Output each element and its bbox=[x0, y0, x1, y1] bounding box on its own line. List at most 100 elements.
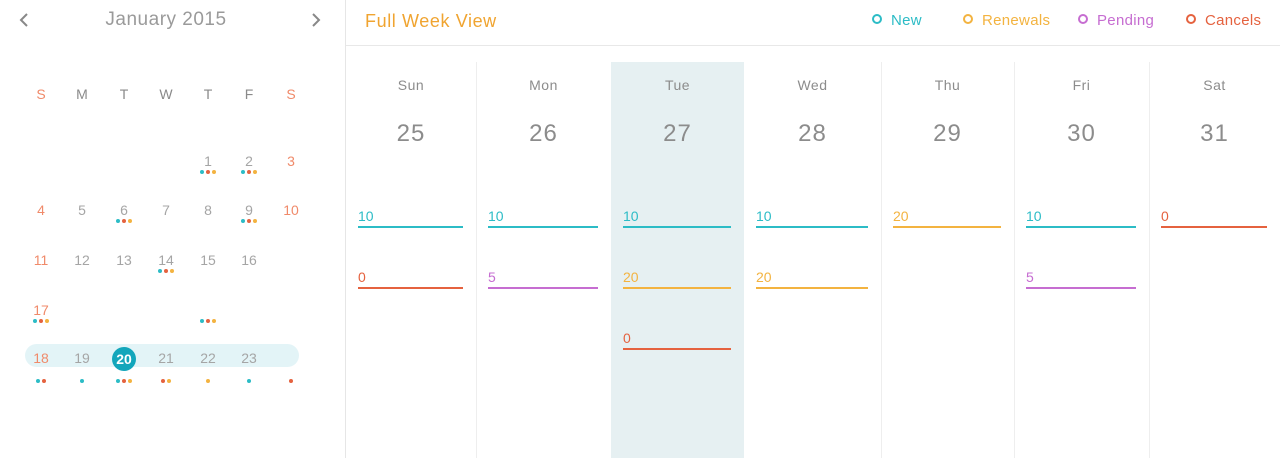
calendar-day[interactable]: 8 bbox=[191, 200, 225, 240]
day-number: 10 bbox=[283, 202, 299, 218]
day-number: 23 bbox=[241, 350, 257, 366]
renewals-entry[interactable]: 20 bbox=[623, 269, 731, 289]
event-dots bbox=[24, 319, 58, 325]
calendar-day[interactable]: 7 bbox=[149, 200, 183, 240]
renewals-entry[interactable]: 20 bbox=[756, 269, 868, 289]
new-entry[interactable]: 10 bbox=[756, 208, 868, 228]
new-dot bbox=[247, 379, 251, 383]
calendar-day[interactable] bbox=[191, 300, 225, 340]
renewals-dot bbox=[212, 319, 216, 323]
selected-day[interactable]: 20 bbox=[107, 347, 141, 388]
day-number: 14 bbox=[158, 252, 174, 268]
day-number: 28 bbox=[798, 120, 827, 147]
month-title: January 2015 bbox=[105, 9, 227, 30]
today-column[interactable]: Tue 27 10 20 0 bbox=[611, 62, 744, 458]
pending-entry[interactable]: 5 bbox=[488, 269, 598, 289]
view-title: Full Week View bbox=[365, 11, 497, 31]
event-dots bbox=[107, 379, 141, 385]
renewals-dot bbox=[212, 170, 216, 174]
cancels-entry[interactable]: 0 bbox=[623, 330, 731, 350]
calendar-day[interactable]: 1 bbox=[191, 151, 225, 191]
column-divider bbox=[1149, 62, 1150, 458]
legend-label: Cancels bbox=[1205, 12, 1262, 29]
calendar-day[interactable]: 2 bbox=[232, 151, 266, 191]
calendar-day[interactable]: 11 bbox=[24, 250, 58, 290]
week-grid: Sun 25 10 0 Mon 26 10 5 Tue 27 10 20 0 Wed 28 10 20 Thu 29… bbox=[346, 62, 1280, 458]
chevron-right-icon[interactable] bbox=[305, 10, 325, 30]
day-column[interactable]: Fri 30 10 5 bbox=[1014, 62, 1149, 458]
new-entry[interactable]: 10 bbox=[358, 208, 463, 228]
new-dot bbox=[80, 379, 84, 383]
circle-icon bbox=[1078, 14, 1088, 24]
day-column[interactable]: Sun 25 10 0 bbox=[346, 62, 476, 458]
cancels-entry[interactable]: 0 bbox=[358, 269, 463, 289]
calendar-day[interactable]: 16 bbox=[232, 250, 266, 290]
day-column[interactable]: Sat 31 0 bbox=[1149, 62, 1280, 458]
new-entry[interactable]: 10 bbox=[623, 208, 731, 228]
calendar-day[interactable] bbox=[274, 348, 308, 388]
calendar-day[interactable]: 13 bbox=[107, 250, 141, 290]
renewals-dot bbox=[206, 379, 210, 383]
cancels-dot bbox=[164, 269, 168, 273]
weekday-label: W bbox=[159, 86, 173, 102]
calendar-day[interactable]: 6 bbox=[107, 200, 141, 240]
legend-pending[interactable]: Pending bbox=[1078, 12, 1154, 29]
new-entry[interactable]: 10 bbox=[1026, 208, 1136, 228]
calendar-day[interactable]: 14 bbox=[149, 250, 183, 290]
new-entry[interactable]: 10 bbox=[488, 208, 598, 228]
day-number: 5 bbox=[78, 202, 86, 218]
day-number: 27 bbox=[663, 120, 692, 147]
calendar-day[interactable]: 10 bbox=[274, 200, 308, 240]
day-number: 2 bbox=[245, 153, 253, 169]
calendar-day[interactable]: 19 bbox=[65, 348, 99, 388]
event-dots bbox=[274, 379, 308, 385]
calendar-day[interactable]: 17 bbox=[24, 300, 58, 340]
circle-icon bbox=[1186, 14, 1196, 24]
day-number: 18 bbox=[33, 350, 49, 366]
calendar-day[interactable]: 18 bbox=[24, 348, 58, 388]
calendar-day[interactable]: 4 bbox=[24, 200, 58, 240]
new-dot bbox=[36, 379, 40, 383]
day-number: 20 bbox=[112, 347, 136, 371]
cancels-dot bbox=[161, 379, 165, 383]
pending-entry[interactable]: 5 bbox=[1026, 269, 1136, 289]
calendar-day[interactable]: 3 bbox=[274, 151, 308, 191]
day-name: Sat bbox=[1203, 77, 1226, 93]
cancels-dot bbox=[122, 219, 126, 223]
day-column[interactable]: Thu 29 20 bbox=[881, 62, 1014, 458]
day-number: 3 bbox=[287, 153, 295, 169]
cancels-entry[interactable]: 0 bbox=[1161, 208, 1267, 228]
day-column[interactable]: Wed 28 10 20 bbox=[744, 62, 881, 458]
renewals-dot bbox=[128, 219, 132, 223]
day-number: 15 bbox=[200, 252, 216, 268]
calendar-day[interactable]: 12 bbox=[65, 250, 99, 290]
chevron-left-icon[interactable] bbox=[15, 10, 35, 30]
calendar-day[interactable]: 9 bbox=[232, 200, 266, 240]
calendar-day[interactable]: 22 bbox=[191, 348, 225, 388]
legend-new[interactable]: New bbox=[872, 12, 922, 29]
renewals-entry[interactable]: 20 bbox=[893, 208, 1001, 228]
calendar-day[interactable]: 5 bbox=[65, 200, 99, 240]
calendar-day[interactable]: 23 bbox=[232, 348, 266, 388]
new-dot bbox=[116, 379, 120, 383]
calendar-day[interactable]: 21 bbox=[149, 348, 183, 388]
cancels-dot bbox=[206, 319, 210, 323]
new-dot bbox=[241, 219, 245, 223]
day-number: 9 bbox=[245, 202, 253, 218]
legend-renewals[interactable]: Renewals bbox=[963, 12, 1050, 29]
new-dot bbox=[241, 170, 245, 174]
new-dot bbox=[200, 170, 204, 174]
event-dots bbox=[232, 379, 266, 385]
day-number: 26 bbox=[529, 120, 558, 147]
day-column[interactable]: Mon 26 10 5 bbox=[476, 62, 611, 458]
calendar-day[interactable]: 15 bbox=[191, 250, 225, 290]
column-divider bbox=[1014, 62, 1015, 458]
cancels-dot bbox=[206, 170, 210, 174]
day-name: Sun bbox=[397, 77, 425, 93]
weekday-label: T bbox=[203, 86, 213, 102]
new-dot bbox=[200, 319, 204, 323]
cancels-dot bbox=[247, 219, 251, 223]
day-number: 31 bbox=[1200, 120, 1229, 147]
weekday-label: M bbox=[76, 86, 88, 102]
legend-cancels[interactable]: Cancels bbox=[1186, 12, 1261, 29]
